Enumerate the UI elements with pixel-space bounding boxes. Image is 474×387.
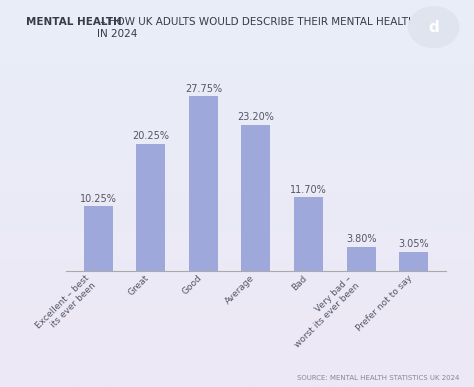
- Text: 23.20%: 23.20%: [237, 113, 274, 122]
- Bar: [189, 96, 218, 271]
- Bar: [347, 247, 376, 271]
- Text: SOURCE: MENTAL HEALTH STATISTICS UK 2024: SOURCE: MENTAL HEALTH STATISTICS UK 2024: [297, 375, 460, 381]
- Text: 11.70%: 11.70%: [290, 185, 327, 195]
- Text: MENTAL HEALTH: MENTAL HEALTH: [26, 17, 122, 27]
- Text: 10.25%: 10.25%: [80, 194, 117, 204]
- Text: 20.25%: 20.25%: [132, 131, 169, 141]
- Bar: [241, 125, 271, 271]
- Text: 3.05%: 3.05%: [399, 239, 429, 249]
- Bar: [136, 144, 165, 271]
- Text: 3.80%: 3.80%: [346, 235, 376, 245]
- Bar: [83, 206, 112, 271]
- Text: 27.75%: 27.75%: [185, 84, 222, 94]
- Bar: [294, 197, 323, 271]
- Text: – HOW UK ADULTS WOULD DESCRIBE THEIR MENTAL HEALTH
IN 2024: – HOW UK ADULTS WOULD DESCRIBE THEIR MEN…: [97, 17, 416, 39]
- Text: d: d: [428, 21, 439, 36]
- Bar: [400, 252, 428, 271]
- Circle shape: [409, 7, 459, 48]
